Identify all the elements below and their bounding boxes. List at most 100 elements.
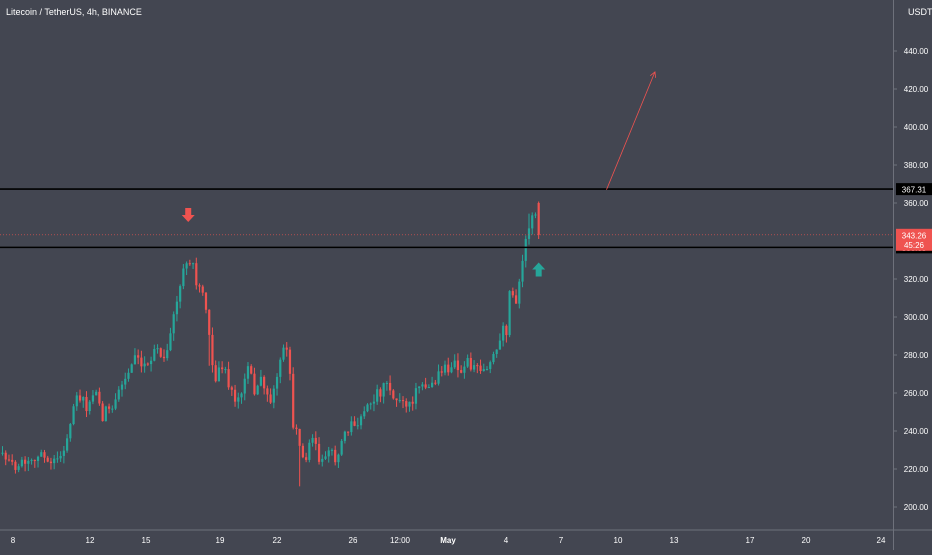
candle-body: [20, 459, 23, 467]
candle-body: [275, 376, 279, 389]
candle-body: [418, 386, 421, 389]
candle-body: [495, 349, 498, 354]
candle-body: [285, 347, 288, 350]
candle-body: [350, 421, 353, 433]
candle-body: [321, 458, 324, 462]
candle-body: [347, 431, 350, 433]
candle-body: [463, 366, 466, 373]
time-tick-label: 13: [670, 536, 679, 545]
candle-body: [460, 370, 463, 373]
candle-body: [137, 355, 140, 358]
time-tick-label: 12: [86, 536, 95, 545]
candle-body: [324, 456, 327, 459]
candle-body: [376, 389, 379, 402]
candle-body: [311, 437, 314, 443]
candle-body: [411, 401, 414, 404]
candle-body: [7, 459, 11, 461]
candle-body: [1, 452, 4, 454]
candle-body: [514, 295, 518, 304]
candle-body: [162, 356, 166, 359]
candle-body: [243, 378, 246, 394]
time-tick-label: May: [440, 536, 456, 545]
candle-body: [398, 400, 401, 402]
candle-body: [421, 384, 424, 387]
candle-body: [149, 360, 153, 365]
candle-body: [369, 403, 372, 405]
candle-body: [395, 398, 398, 401]
candle-body: [166, 350, 169, 359]
candle-body: [95, 391, 98, 396]
candle-body: [30, 459, 33, 461]
candle-body: [185, 263, 188, 269]
time-tick-label: 17: [746, 536, 755, 545]
price-tick-label: 420.00: [904, 85, 929, 94]
candle-body: [340, 440, 343, 455]
candle-body: [405, 401, 408, 407]
candle-body: [366, 404, 369, 412]
candle-body: [379, 389, 382, 397]
candle-body: [505, 325, 508, 336]
candle-body: [385, 382, 388, 384]
candle-body: [450, 367, 453, 373]
candle-body: [272, 388, 275, 403]
candle-body: [527, 228, 531, 239]
countdown-label: 45:26: [904, 241, 925, 250]
last-price-label-bg: [896, 228, 932, 251]
candle-body: [14, 461, 17, 470]
candle-body: [40, 452, 43, 457]
candle-body: [489, 362, 492, 369]
candle-body: [117, 389, 120, 400]
candle-body: [502, 325, 505, 341]
candle-body: [153, 348, 156, 361]
candle-body: [43, 452, 46, 458]
candle-body: [263, 376, 266, 389]
candle-body: [250, 366, 253, 374]
candle-body: [437, 371, 440, 384]
candle-body: [298, 428, 301, 446]
candle-body: [69, 424, 72, 439]
candle-body: [256, 385, 259, 395]
candle-body: [175, 301, 179, 315]
candle-body: [392, 390, 395, 399]
candle-body: [337, 454, 340, 463]
candle-body: [456, 360, 460, 371]
candle-body: [159, 348, 162, 357]
candle-body: [288, 349, 292, 374]
candle-body: [314, 437, 317, 444]
candle-body: [133, 355, 137, 365]
candle-body: [424, 384, 427, 388]
candle-body: [214, 365, 217, 382]
candle-body: [124, 378, 127, 385]
candle-body: [143, 363, 146, 367]
candle-body: [269, 394, 272, 403]
candle-body: [98, 391, 101, 404]
candle-body: [363, 411, 366, 417]
candle-body: [182, 268, 185, 287]
candle-body: [4, 452, 7, 460]
chart-title: Litecoin / TetherUS, 4h, BINANCE: [6, 7, 142, 17]
candle-body: [201, 286, 204, 293]
price-tick-label: 280.00: [904, 351, 929, 360]
candle-body: [498, 340, 502, 350]
time-tick-label: 19: [216, 536, 225, 545]
candle-body: [305, 457, 308, 460]
candle-body: [482, 369, 485, 372]
candle-body: [443, 364, 447, 373]
candle-body: [266, 388, 269, 395]
candle-body: [237, 397, 240, 402]
time-tick-label: 4: [504, 536, 509, 545]
price-tick-label: 360.00: [904, 199, 929, 208]
candle-body: [492, 353, 495, 363]
trend-arrow-head-icon: [650, 71, 657, 78]
price-tick-label: 300.00: [904, 313, 929, 322]
candle-body: [46, 457, 49, 462]
candle-body: [427, 387, 430, 389]
price-tick-label: 200.00: [904, 503, 929, 512]
candle-body: [56, 458, 59, 460]
candle-body: [447, 364, 450, 373]
time-axis: 8 12 15 19 22 26 12:00 May 4 7 10 13 17 20 24: [11, 536, 886, 545]
candle-body: [104, 406, 107, 422]
candle-body: [179, 286, 182, 302]
